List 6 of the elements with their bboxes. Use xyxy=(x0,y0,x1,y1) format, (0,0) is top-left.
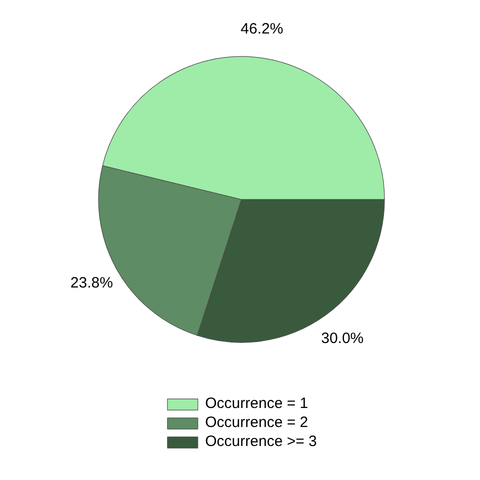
data-label: 23.8% xyxy=(70,274,113,292)
data-label: 30.0% xyxy=(321,330,364,347)
legend-label: Occurrence >= 3 xyxy=(205,433,317,450)
legend-label: Occurrence = 2 xyxy=(205,414,308,431)
data-label: 46.2% xyxy=(240,20,284,38)
legend-label: Occurrence = 1 xyxy=(205,395,308,412)
